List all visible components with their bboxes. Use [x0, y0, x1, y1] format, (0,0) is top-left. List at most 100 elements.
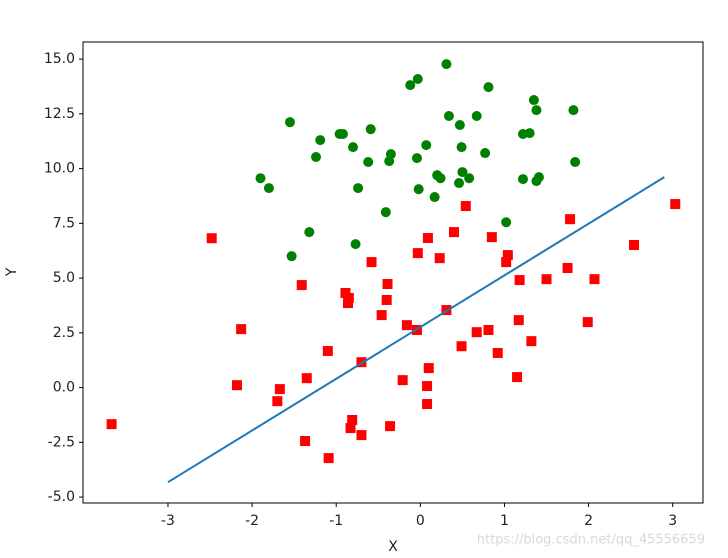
square-point	[382, 278, 393, 289]
square-point	[456, 341, 467, 352]
square-point	[562, 263, 573, 274]
circle-point	[337, 128, 348, 139]
square-point	[345, 423, 356, 434]
square-point	[471, 327, 482, 338]
x-tick-label: 0	[416, 513, 425, 529]
square-point	[501, 257, 512, 268]
watermark: https://blog.csdn.net/qq_45556659	[477, 533, 705, 548]
circle-point	[464, 173, 475, 184]
square-point	[422, 233, 433, 244]
fit-line	[167, 176, 665, 484]
circle-point	[348, 142, 359, 153]
square-point	[629, 240, 640, 251]
circle-point	[412, 74, 423, 85]
circle-point	[350, 239, 361, 250]
x-tick-label: 3	[668, 513, 677, 529]
y-tick-label: -2.5	[48, 434, 75, 450]
square-point	[347, 414, 358, 425]
y-tick-label: 5.0	[53, 270, 75, 286]
circle-point	[531, 105, 542, 116]
square-point	[486, 232, 497, 243]
square-point	[106, 419, 117, 430]
square-point	[272, 396, 283, 407]
circle-point	[284, 117, 295, 128]
circle-point	[456, 142, 467, 153]
square-point	[589, 274, 600, 285]
y-tick-label: 10.0	[44, 161, 75, 177]
square-point	[231, 380, 242, 391]
square-point	[460, 201, 471, 212]
square-point	[397, 375, 408, 386]
square-point	[492, 347, 503, 358]
square-point	[322, 346, 333, 357]
square-point	[342, 298, 353, 309]
square-point	[236, 324, 247, 335]
circle-point	[405, 80, 416, 91]
square-point	[448, 227, 459, 238]
square-point	[483, 324, 494, 335]
square-point	[582, 317, 593, 328]
square-point	[381, 294, 392, 305]
square-point	[512, 372, 523, 383]
circle-point	[263, 183, 274, 194]
circle-point	[454, 178, 465, 189]
circle-point	[480, 148, 491, 159]
y-tick-label: 0.0	[53, 380, 75, 396]
y-tick-label: 7.5	[53, 215, 75, 231]
circle-point	[531, 176, 542, 187]
circle-point	[435, 173, 446, 184]
square-point	[356, 430, 367, 441]
square-point	[434, 253, 445, 264]
circle-point	[528, 95, 539, 106]
circle-point	[441, 59, 452, 70]
circle-point	[517, 174, 528, 185]
square-point	[422, 399, 433, 410]
circle-point	[353, 183, 364, 194]
square-point	[376, 310, 387, 321]
y-tick-label: 15.0	[44, 51, 75, 67]
x-tick-label: -2	[245, 513, 259, 529]
square-point	[206, 233, 217, 244]
x-tick-label: 2	[584, 513, 593, 529]
y-tick-label: 12.5	[44, 106, 75, 122]
circle-point	[365, 124, 376, 135]
circle-point	[413, 184, 424, 195]
square-point	[565, 214, 576, 225]
y-tick-label: 2.5	[53, 325, 75, 341]
circle-point	[483, 82, 494, 93]
square-point	[340, 287, 351, 298]
square-point	[526, 336, 537, 347]
square-point	[422, 381, 433, 392]
circle-point	[517, 128, 528, 139]
square-point	[502, 250, 513, 261]
square-point	[274, 384, 285, 395]
y-tick-label: -5.0	[48, 489, 75, 505]
square-point	[323, 453, 334, 464]
square-point	[300, 436, 311, 447]
plot-frame	[82, 41, 704, 504]
circle-point	[363, 157, 374, 168]
square-point	[343, 293, 354, 304]
square-point	[401, 320, 412, 331]
x-tick-label: -3	[161, 513, 175, 529]
circle-point	[304, 227, 315, 238]
circle-point	[380, 207, 391, 218]
x-axis-label: X	[388, 539, 398, 555]
circle-point	[255, 173, 266, 184]
x-tick-label: -1	[329, 513, 343, 529]
y-axis-label: Y	[4, 267, 20, 277]
circle-point	[311, 151, 322, 162]
square-point	[412, 248, 423, 259]
square-point	[514, 275, 525, 286]
circle-point	[286, 251, 297, 262]
square-point	[385, 421, 396, 432]
square-point	[670, 199, 681, 210]
circle-point	[443, 111, 454, 122]
square-point	[423, 363, 434, 374]
circle-point	[315, 135, 326, 146]
circle-point	[568, 105, 579, 116]
square-point	[296, 280, 307, 291]
square-point	[366, 257, 377, 268]
circle-point	[457, 167, 468, 178]
